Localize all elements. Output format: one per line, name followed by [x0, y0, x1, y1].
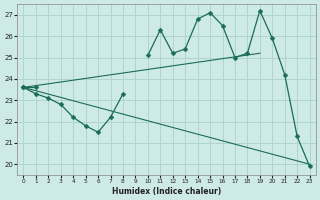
X-axis label: Humidex (Indice chaleur): Humidex (Indice chaleur) — [112, 187, 221, 196]
